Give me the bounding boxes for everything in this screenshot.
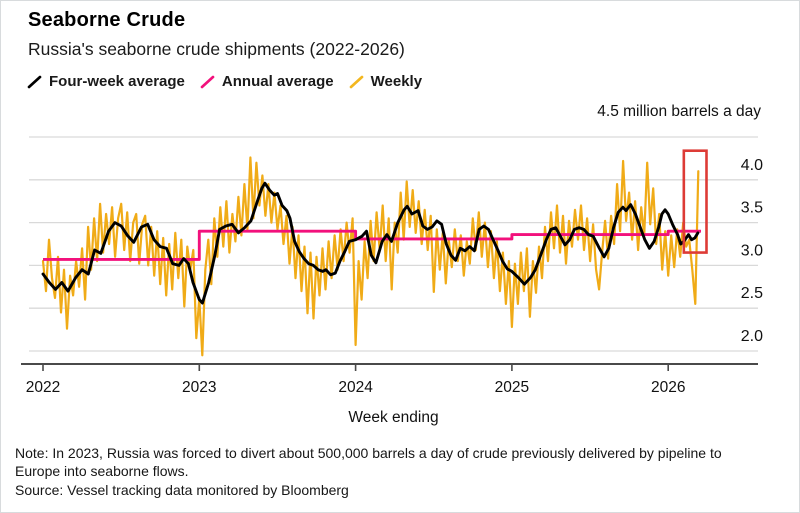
highlight-box — [682, 149, 708, 254]
legend-label: Annual average — [221, 73, 334, 90]
legend-label: Four-week average — [49, 73, 185, 90]
weekly-line — [41, 156, 700, 357]
x-tick-label: 2026 — [651, 379, 685, 396]
slash-icon — [200, 75, 215, 88]
legend: Four-week average Annual average Weekly — [27, 73, 422, 90]
footnote: Note: In 2023, Russia was forced to dive… — [15, 445, 722, 479]
slash-icon — [27, 75, 42, 88]
four-week-average-line — [41, 181, 700, 305]
chart-subtitle: Russia's seaborne crude shipments (2022-… — [28, 39, 405, 59]
y-tick-label: 3.5 — [741, 200, 763, 217]
source-line: Source: Vessel tracking data monitored b… — [15, 482, 349, 498]
slash-icon — [349, 75, 363, 88]
x-tick-label: 2024 — [338, 379, 373, 396]
y-tick-label: 2.5 — [741, 285, 763, 302]
slash-icon-stroke — [200, 75, 215, 88]
x-axis-title: Week ending — [348, 409, 439, 426]
annual-average-line — [43, 229, 701, 261]
page-title: Seaborne Crude — [28, 9, 186, 31]
legend-label: Weekly — [370, 73, 423, 90]
y-tick-label: 2.0 — [741, 328, 763, 345]
legend-item-annual-average: Annual average — [200, 73, 334, 90]
x-tick-label: 2023 — [182, 379, 216, 396]
x-tick-label: 2022 — [26, 379, 60, 396]
x-tick-label: 2025 — [495, 379, 529, 396]
y-tick-label: 3.0 — [741, 242, 763, 259]
y-axis-unit-label: 4.5 million barrels a day — [597, 103, 761, 120]
legend-item-weekly: Weekly — [349, 73, 422, 90]
slash-icon-stroke — [349, 75, 363, 88]
legend-item-four-week-average: Four-week average — [27, 73, 185, 90]
y-tick-label: 4.0 — [741, 157, 763, 174]
slash-icon-stroke — [27, 75, 42, 88]
